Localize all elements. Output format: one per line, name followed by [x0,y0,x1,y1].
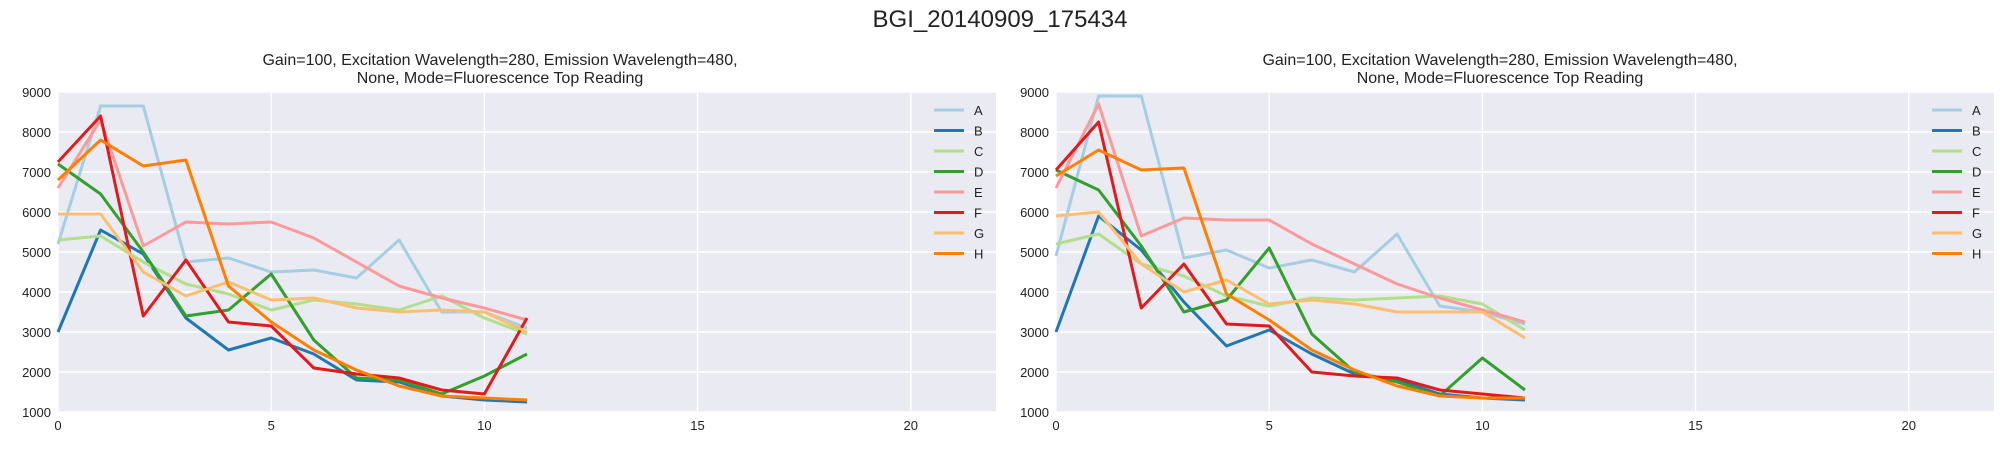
y-tick-label: 2000 [1020,365,1049,380]
legend-label-H: H [1972,247,1981,262]
y-tick-label: 7000 [1020,165,1049,180]
y-tick-label: 9000 [22,85,51,100]
chart-title-line1: Gain=100, Excitation Wavelength=280, Emi… [1262,52,1738,69]
legend-label-E: E [1972,185,1981,200]
x-tick-label: 5 [268,418,275,433]
line-chart-left: 1000 2000 3000 4000 5000 6000 7000 8000 9000 0 5 10… [22,85,996,433]
series-line-E [1054,102,1526,324]
legend-label-F: F [974,206,982,221]
legend-label-A: A [1972,103,1981,118]
chart-title-left: Gain=100, Excitation Wavelength=280, Emi… [0,52,1000,88]
x-tick-label: 10 [477,418,491,433]
series-line-A [1054,94,1526,326]
y-tick-label: 8000 [22,125,51,140]
x-tick-label: 20 [1901,418,1915,433]
y-tick-label: 4000 [1020,285,1049,300]
x-tick-label: 0 [54,418,61,433]
y-tick-label: 4000 [22,285,51,300]
legend-label-C: C [1972,144,1981,159]
series-line-H [1055,148,1525,400]
series-line-G [58,212,528,334]
y-tick-label: 1000 [1020,405,1049,420]
x-tick-label: 0 [1052,418,1059,433]
chart-title-line2: None, Mode=Fluorescence Top Reading [1356,70,1644,87]
y-tick-label: 5000 [1020,245,1049,260]
legend-label-G: G [1972,226,1982,241]
legend-label-B: B [1972,124,1981,139]
y-tick-label: 6000 [1020,205,1049,220]
y-tick-label: 3000 [1020,325,1049,340]
series-line-F [56,114,529,396]
legend-label-D: D [974,165,983,180]
y-tick-label: 3000 [22,325,51,340]
chart-title-line2: None, Mode=Fluorescence Top Reading [356,70,644,87]
plot-area [1056,92,1994,412]
x-tick-label: 15 [1688,418,1702,433]
series-line-H [56,138,528,402]
legend-label-D: D [1972,165,1981,180]
x-tick-label: 20 [903,418,917,433]
legend-label-G: G [974,226,984,241]
legend-label-H: H [974,247,983,262]
y-tick-label: 5000 [22,245,51,260]
legend-label-F: F [1972,206,1980,221]
series-line-F [1054,120,1526,400]
figure-title: BGI_20140909_175434 [872,6,1128,33]
series-line-E [56,118,528,322]
series-line-B [1054,214,1526,402]
legend-label-E: E [974,185,983,200]
y-tick-label: 6000 [22,205,51,220]
chart-title-line1: Gain=100, Excitation Wavelength=280, Emi… [262,52,738,69]
y-tick-label: 2000 [22,365,51,380]
series-line-D [1055,168,1526,398]
series-line-C [1055,232,1526,332]
chart-title-right: Gain=100, Excitation Wavelength=280, Emi… [1000,52,2000,88]
x-tick-label: 15 [690,418,704,433]
legend-label-B: B [974,124,983,139]
x-tick-label: 5 [1266,418,1273,433]
y-tick-label: 7000 [22,165,51,180]
legend-label-A: A [974,103,983,118]
y-tick-label: 8000 [1020,125,1049,140]
series-line-G [1055,210,1526,340]
series-line-A [56,104,528,330]
y-tick-label: 1000 [22,405,51,420]
x-tick-label: 10 [1475,418,1489,433]
chart-panel-left: Gain=100, Excitation Wavelength=280, Emi… [0,0,1000,450]
legend-label-C: C [974,144,983,159]
